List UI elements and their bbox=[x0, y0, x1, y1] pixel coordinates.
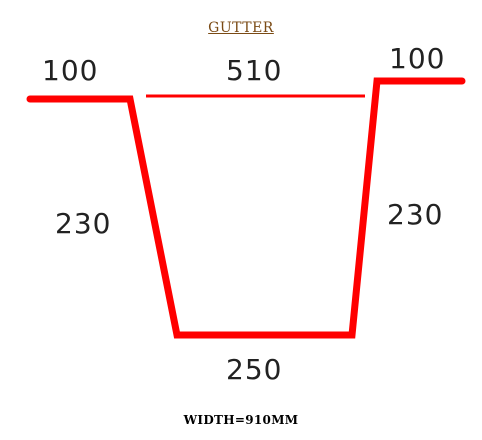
width-note: WIDTH=910MM bbox=[183, 413, 299, 427]
right-side-label: 230 bbox=[387, 198, 444, 231]
top-width-label: 510 bbox=[226, 54, 283, 87]
bottom-label: 250 bbox=[226, 353, 283, 386]
left-side-label: 230 bbox=[55, 207, 112, 240]
diagram-title: GUTTER bbox=[208, 20, 274, 36]
right-flange-label: 100 bbox=[389, 42, 446, 75]
gutter-profile-line bbox=[26, 77, 466, 339]
left-flange-label: 100 bbox=[42, 54, 99, 87]
